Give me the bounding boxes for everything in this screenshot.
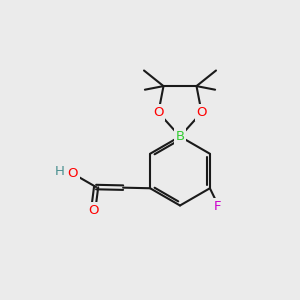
- Text: O: O: [68, 167, 78, 180]
- Text: B: B: [176, 130, 184, 143]
- Text: H: H: [55, 165, 65, 178]
- Text: O: O: [153, 106, 164, 119]
- Text: F: F: [214, 200, 221, 213]
- Text: O: O: [196, 106, 207, 119]
- Text: O: O: [88, 204, 98, 217]
